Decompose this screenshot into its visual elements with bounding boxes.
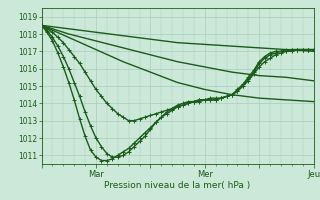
X-axis label: Pression niveau de la mer( hPa ): Pression niveau de la mer( hPa ) xyxy=(104,181,251,190)
